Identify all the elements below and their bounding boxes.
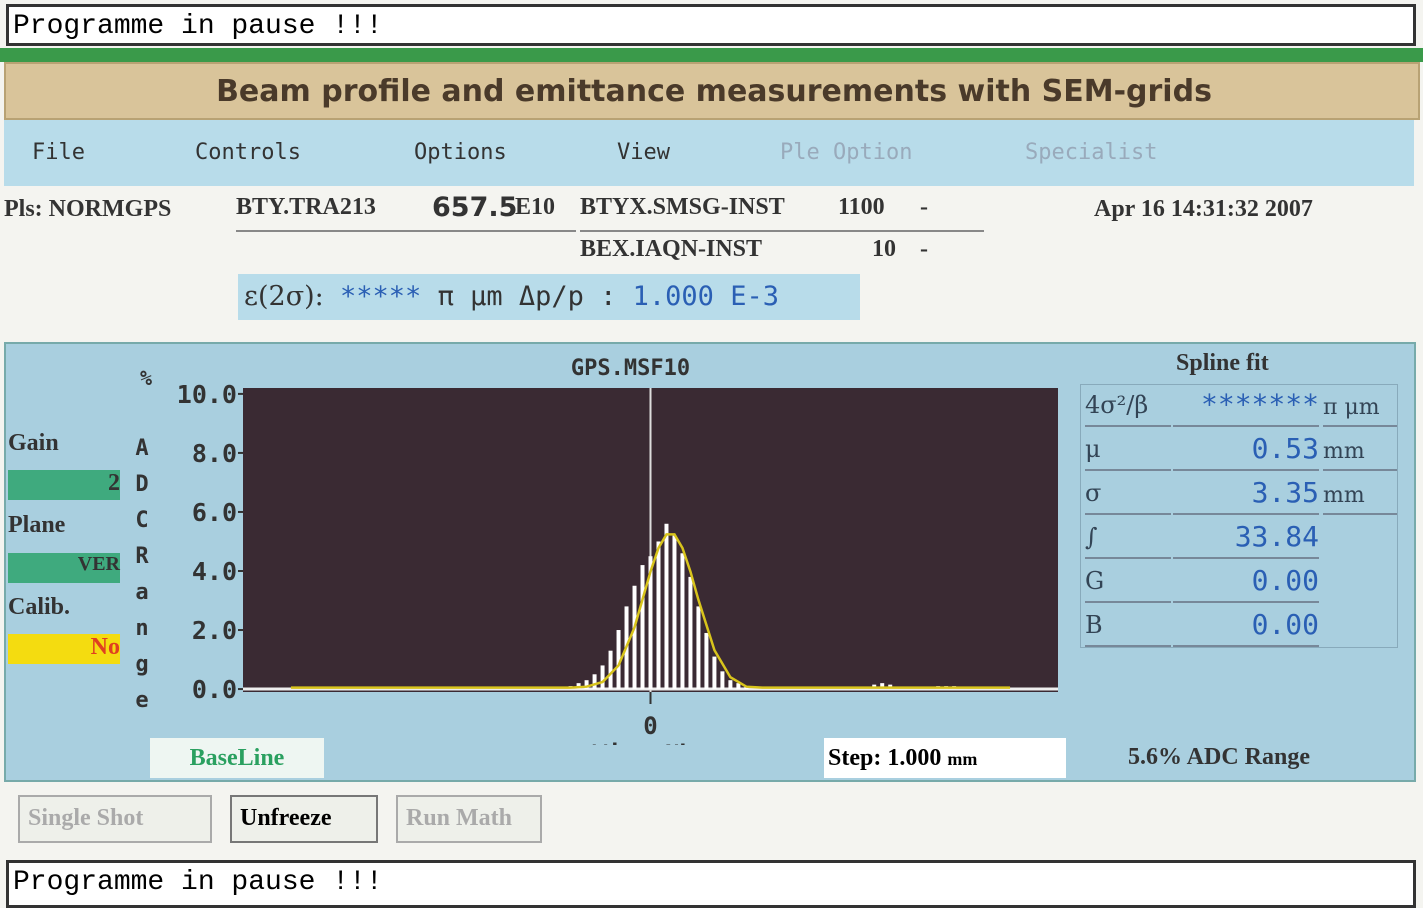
- spline-label: B: [1085, 605, 1171, 647]
- status-top: Programme in pause !!!: [6, 4, 1416, 46]
- step-unit: mm: [947, 749, 978, 769]
- status-bottom: Programme in pause !!!: [6, 860, 1416, 908]
- pls: Pls: NORMGPS: [4, 196, 172, 222]
- emit-unit: π μm Δp/p :: [437, 281, 617, 312]
- emittance-box: ε(2σ): ***** π μm Δp/p : 1.000 E-3: [238, 274, 860, 320]
- intensity: 657.5: [432, 192, 518, 223]
- spline-unit: mm: [1323, 477, 1397, 515]
- menu-file[interactable]: File: [32, 140, 85, 165]
- bar: [640, 565, 645, 690]
- device3-value: 10: [872, 236, 896, 262]
- calib[interactable]: No: [8, 634, 120, 664]
- spline-value: 0.00: [1173, 605, 1319, 647]
- bar: [720, 671, 725, 690]
- button-run-math: Run Math: [396, 795, 542, 843]
- plane: VER: [8, 553, 120, 583]
- menu-view[interactable]: View: [617, 140, 670, 165]
- bar: [592, 674, 597, 690]
- bar: [664, 523, 669, 690]
- spline-value: 0.53: [1173, 429, 1319, 471]
- step-label: Step:: [828, 745, 882, 771]
- intensity-unit: E10: [515, 194, 556, 220]
- dpp: 1.000: [632, 281, 714, 312]
- device2-unit: -: [920, 194, 928, 220]
- menu-ple-option: Ple Option: [780, 140, 913, 165]
- y-tick-label: 2.0: [192, 616, 237, 645]
- y-tick-label: 0.0: [192, 675, 237, 704]
- spline-unit: π μm: [1323, 389, 1397, 427]
- bar: [696, 606, 701, 690]
- y-unit: %: [140, 366, 152, 390]
- bar: [584, 680, 589, 690]
- emit-label: ε(2σ):: [244, 281, 324, 312]
- y-tick-label: 8.0: [192, 439, 237, 468]
- button-unfreeze[interactable]: Unfreeze: [230, 795, 378, 843]
- bar: [672, 535, 677, 690]
- range: 5.6% ADC Range: [1128, 744, 1311, 770]
- menu-controls[interactable]: Controls: [195, 140, 301, 165]
- bar: [880, 683, 885, 690]
- y-tick-label: 10.0: [177, 380, 237, 409]
- device2: BTYX.SMSG-INST: [580, 194, 984, 232]
- bar: [632, 585, 637, 690]
- menu-options[interactable]: Options: [414, 140, 507, 165]
- spline-value: 0.00: [1173, 561, 1319, 603]
- calib-label: Calib.: [8, 594, 71, 620]
- spline-label: 4σ²/β: [1085, 385, 1171, 427]
- menu-bar: [4, 120, 1414, 186]
- bar: [600, 665, 605, 690]
- device1: BTY.TRA213: [236, 194, 576, 232]
- menu-specialist: Specialist: [1025, 140, 1158, 165]
- bar: [616, 630, 621, 690]
- bar: [608, 650, 613, 690]
- date: Apr 16 14:31:32 2007: [1094, 196, 1313, 222]
- bar: [736, 683, 741, 690]
- spline-title: Spline fit: [1176, 350, 1269, 376]
- baseline[interactable]: BaseLine: [150, 738, 324, 778]
- spline-label: σ: [1085, 473, 1171, 515]
- bar: [704, 632, 709, 690]
- device3-unit: -: [920, 236, 928, 262]
- step-box: Step: 1.000 mm: [824, 738, 1066, 778]
- chart: GPS.MSF10% ADC Range 0.0 2.0 4.0 6.0 8.0 10.0 0W…: [135, 356, 1058, 745]
- bar: [728, 680, 733, 690]
- fit-curve: [290, 533, 1011, 689]
- spline-label: G: [1085, 561, 1171, 603]
- bar: [656, 541, 661, 690]
- gain-label: Gain: [8, 430, 59, 456]
- frame: [0, 48, 1423, 62]
- step: 1.000: [887, 745, 942, 771]
- y-tick-label: 4.0: [192, 557, 237, 586]
- bar: [712, 656, 717, 690]
- bar: [648, 556, 653, 690]
- bar: [688, 576, 693, 690]
- spline-unit: mm: [1323, 433, 1397, 471]
- spline-value: *******: [1173, 385, 1319, 427]
- device2-value: 1100: [838, 194, 885, 220]
- window-title: Beam profile and emittance measurements …: [216, 74, 1212, 109]
- bar: [680, 553, 685, 690]
- spline-table: 4σ²/β ******* π μm μ 0.53 mm σ 3.35 mm ∫ 33.84 G 0.0…: [1080, 384, 1398, 648]
- y-tick-label: 6.0: [192, 498, 237, 527]
- gain: 2: [8, 470, 120, 500]
- dpp-unit: E-3: [730, 281, 779, 312]
- spline-value: 3.35: [1173, 473, 1319, 515]
- emit-value: *****: [340, 281, 422, 312]
- x-axis-label: Wire Nbs: [593, 740, 709, 745]
- device3: BEX.IAQN-INST: [580, 236, 763, 262]
- title-bar: Beam profile and emittance measurements …: [4, 62, 1420, 120]
- plane-label: Plane: [8, 512, 66, 538]
- x-tick-label: 0: [643, 712, 657, 740]
- chart-title: GPS.MSF10: [571, 356, 690, 381]
- button-single-shot: Single Shot: [18, 795, 212, 843]
- spline-label: ∫: [1085, 517, 1171, 559]
- spline-value: 33.84: [1173, 517, 1319, 559]
- spline-label: μ: [1085, 429, 1171, 471]
